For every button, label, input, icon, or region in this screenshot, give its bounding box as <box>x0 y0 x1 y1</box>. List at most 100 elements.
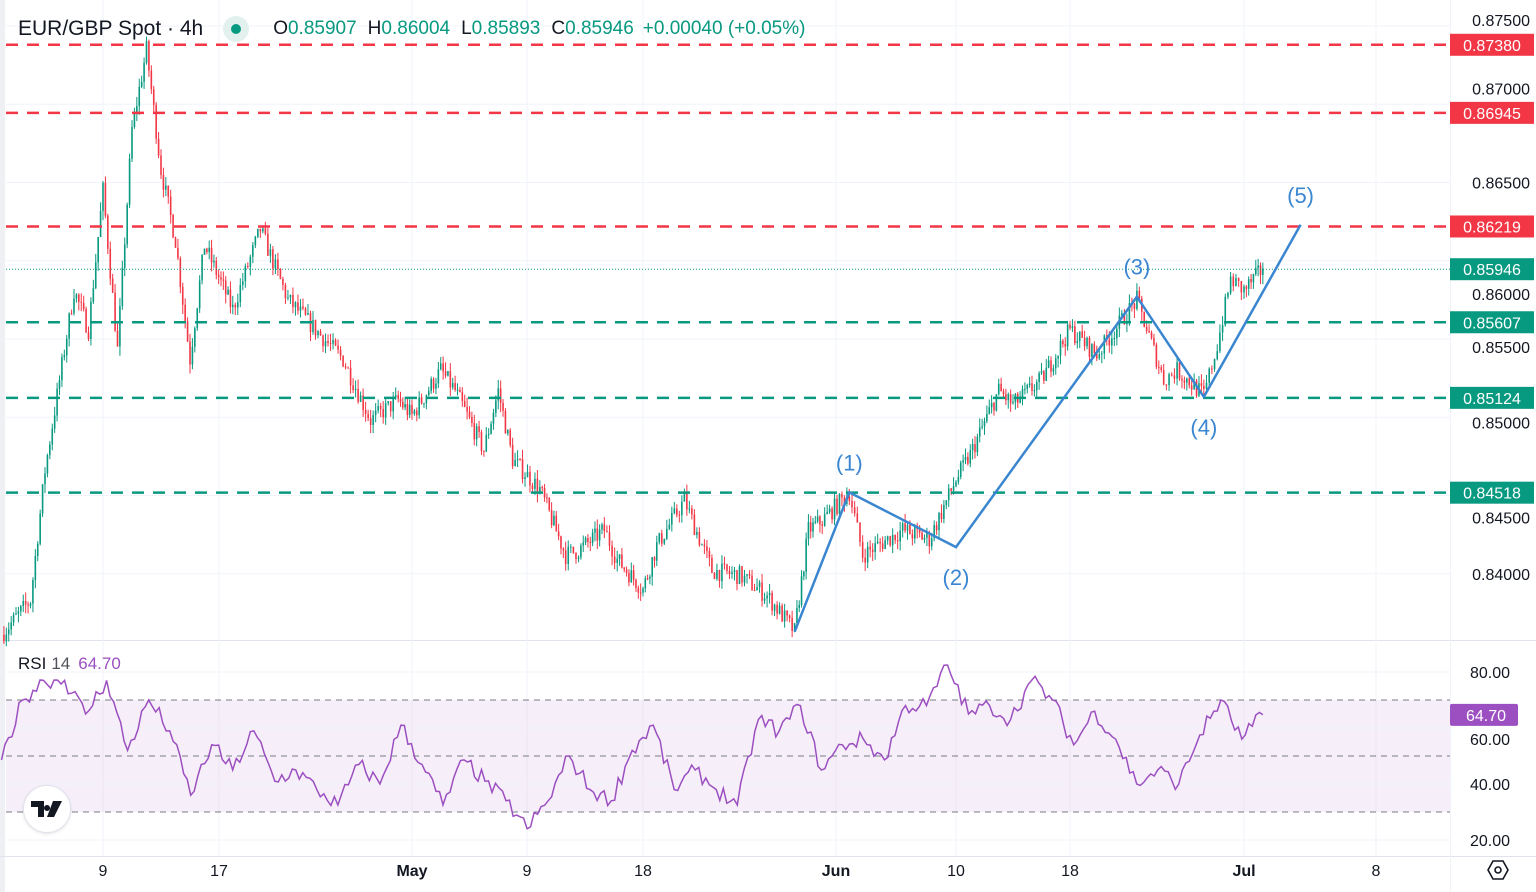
candle-body <box>630 570 633 583</box>
candle-body <box>1205 382 1208 389</box>
candle-body <box>848 496 851 501</box>
candle-body <box>262 228 264 232</box>
candle-body <box>555 515 558 532</box>
candle-body <box>254 236 257 246</box>
candle-body <box>1148 330 1150 333</box>
tradingview-logo-icon[interactable] <box>23 785 71 833</box>
candle-body <box>502 402 504 411</box>
candle-body <box>649 576 651 579</box>
candle-body <box>962 460 964 463</box>
candle-body <box>379 405 382 409</box>
candle-body <box>1059 340 1062 356</box>
candle-body <box>986 413 988 422</box>
candle-body <box>213 260 215 263</box>
candle-body <box>616 558 619 563</box>
candle-body <box>456 389 459 391</box>
support-level-label-bg <box>1450 311 1534 334</box>
candle-body <box>531 485 534 489</box>
candle-body <box>99 210 102 237</box>
candle-body <box>191 346 194 365</box>
candle-body <box>688 508 691 510</box>
open-value: 0.85907 <box>287 18 357 39</box>
candle-body <box>1074 326 1076 344</box>
candle-body <box>921 532 923 540</box>
candle-body <box>392 397 395 412</box>
candle-body <box>519 458 521 460</box>
resistance-level-label: 0.86945 <box>1463 106 1521 123</box>
settings-gear-icon[interactable] <box>1486 858 1510 887</box>
candle-body <box>252 245 254 257</box>
candle-body <box>29 603 32 606</box>
candle-body <box>1224 296 1227 326</box>
candle-body <box>1040 371 1043 374</box>
candle-body <box>1235 278 1237 287</box>
candle-body <box>997 383 1000 395</box>
candle-body <box>181 286 184 305</box>
candle-body <box>935 525 938 531</box>
candle-body <box>580 545 582 558</box>
candle-body <box>594 528 596 533</box>
candle-body <box>976 436 979 453</box>
candle-body <box>58 380 61 389</box>
symbol-title[interactable]: EUR/GBP Spot · 4h <box>18 17 204 40</box>
candle-body <box>206 248 208 253</box>
candle-body <box>287 297 289 299</box>
candle-body <box>463 401 466 407</box>
candle-body <box>475 426 478 440</box>
candle-body <box>536 478 539 493</box>
candle-body <box>459 389 461 393</box>
candle-body <box>36 543 39 556</box>
candle-body <box>721 563 723 582</box>
candle-body <box>805 538 807 572</box>
price-tick-label: 0.85500 <box>1472 340 1530 357</box>
candle-body <box>879 541 881 544</box>
candle-body <box>143 62 145 82</box>
candle-body <box>342 355 344 367</box>
candle-body <box>27 604 29 606</box>
candle-body <box>560 536 562 549</box>
candle-body <box>821 524 824 526</box>
candle-body <box>1243 286 1245 293</box>
candle-body <box>1203 385 1205 389</box>
candle-body <box>1211 368 1213 370</box>
candle-body <box>1054 358 1057 369</box>
rsi-name[interactable]: RSI <box>18 654 47 673</box>
candle-body <box>611 545 613 557</box>
candle-body <box>203 248 206 255</box>
candle-body <box>938 512 940 531</box>
candle-body <box>461 392 464 402</box>
candle-body <box>123 244 126 268</box>
candle-body <box>382 408 384 418</box>
candle-body <box>92 288 95 302</box>
price-tick-label: 0.86500 <box>1472 176 1530 193</box>
candle-body <box>145 41 148 63</box>
candle-body <box>332 339 334 344</box>
candle-body <box>430 379 432 392</box>
time-tick-label: Jun <box>822 863 850 880</box>
candle-body <box>210 247 213 263</box>
candle-body <box>642 588 644 593</box>
candle-body <box>812 522 814 532</box>
candle-body <box>1128 303 1131 323</box>
candle-body <box>955 482 957 487</box>
candle-body <box>319 331 322 336</box>
candle-body <box>454 383 456 390</box>
time-tick-label: 17 <box>210 863 228 880</box>
candles <box>3 36 1264 647</box>
candle-body <box>372 415 374 426</box>
candle-body <box>1057 355 1059 359</box>
candle-body <box>1162 370 1165 385</box>
candle-body <box>658 533 661 543</box>
candle-body <box>940 512 943 519</box>
candle-body <box>651 557 653 577</box>
candle-body <box>109 248 112 279</box>
candle-body <box>444 371 447 376</box>
candle-body <box>504 410 507 434</box>
close-value: 0.85946 <box>565 18 634 39</box>
candle-body <box>800 576 803 606</box>
candle-body <box>284 284 287 299</box>
candle-body <box>911 534 914 539</box>
candle-body <box>152 89 155 105</box>
candle-body <box>758 582 761 588</box>
